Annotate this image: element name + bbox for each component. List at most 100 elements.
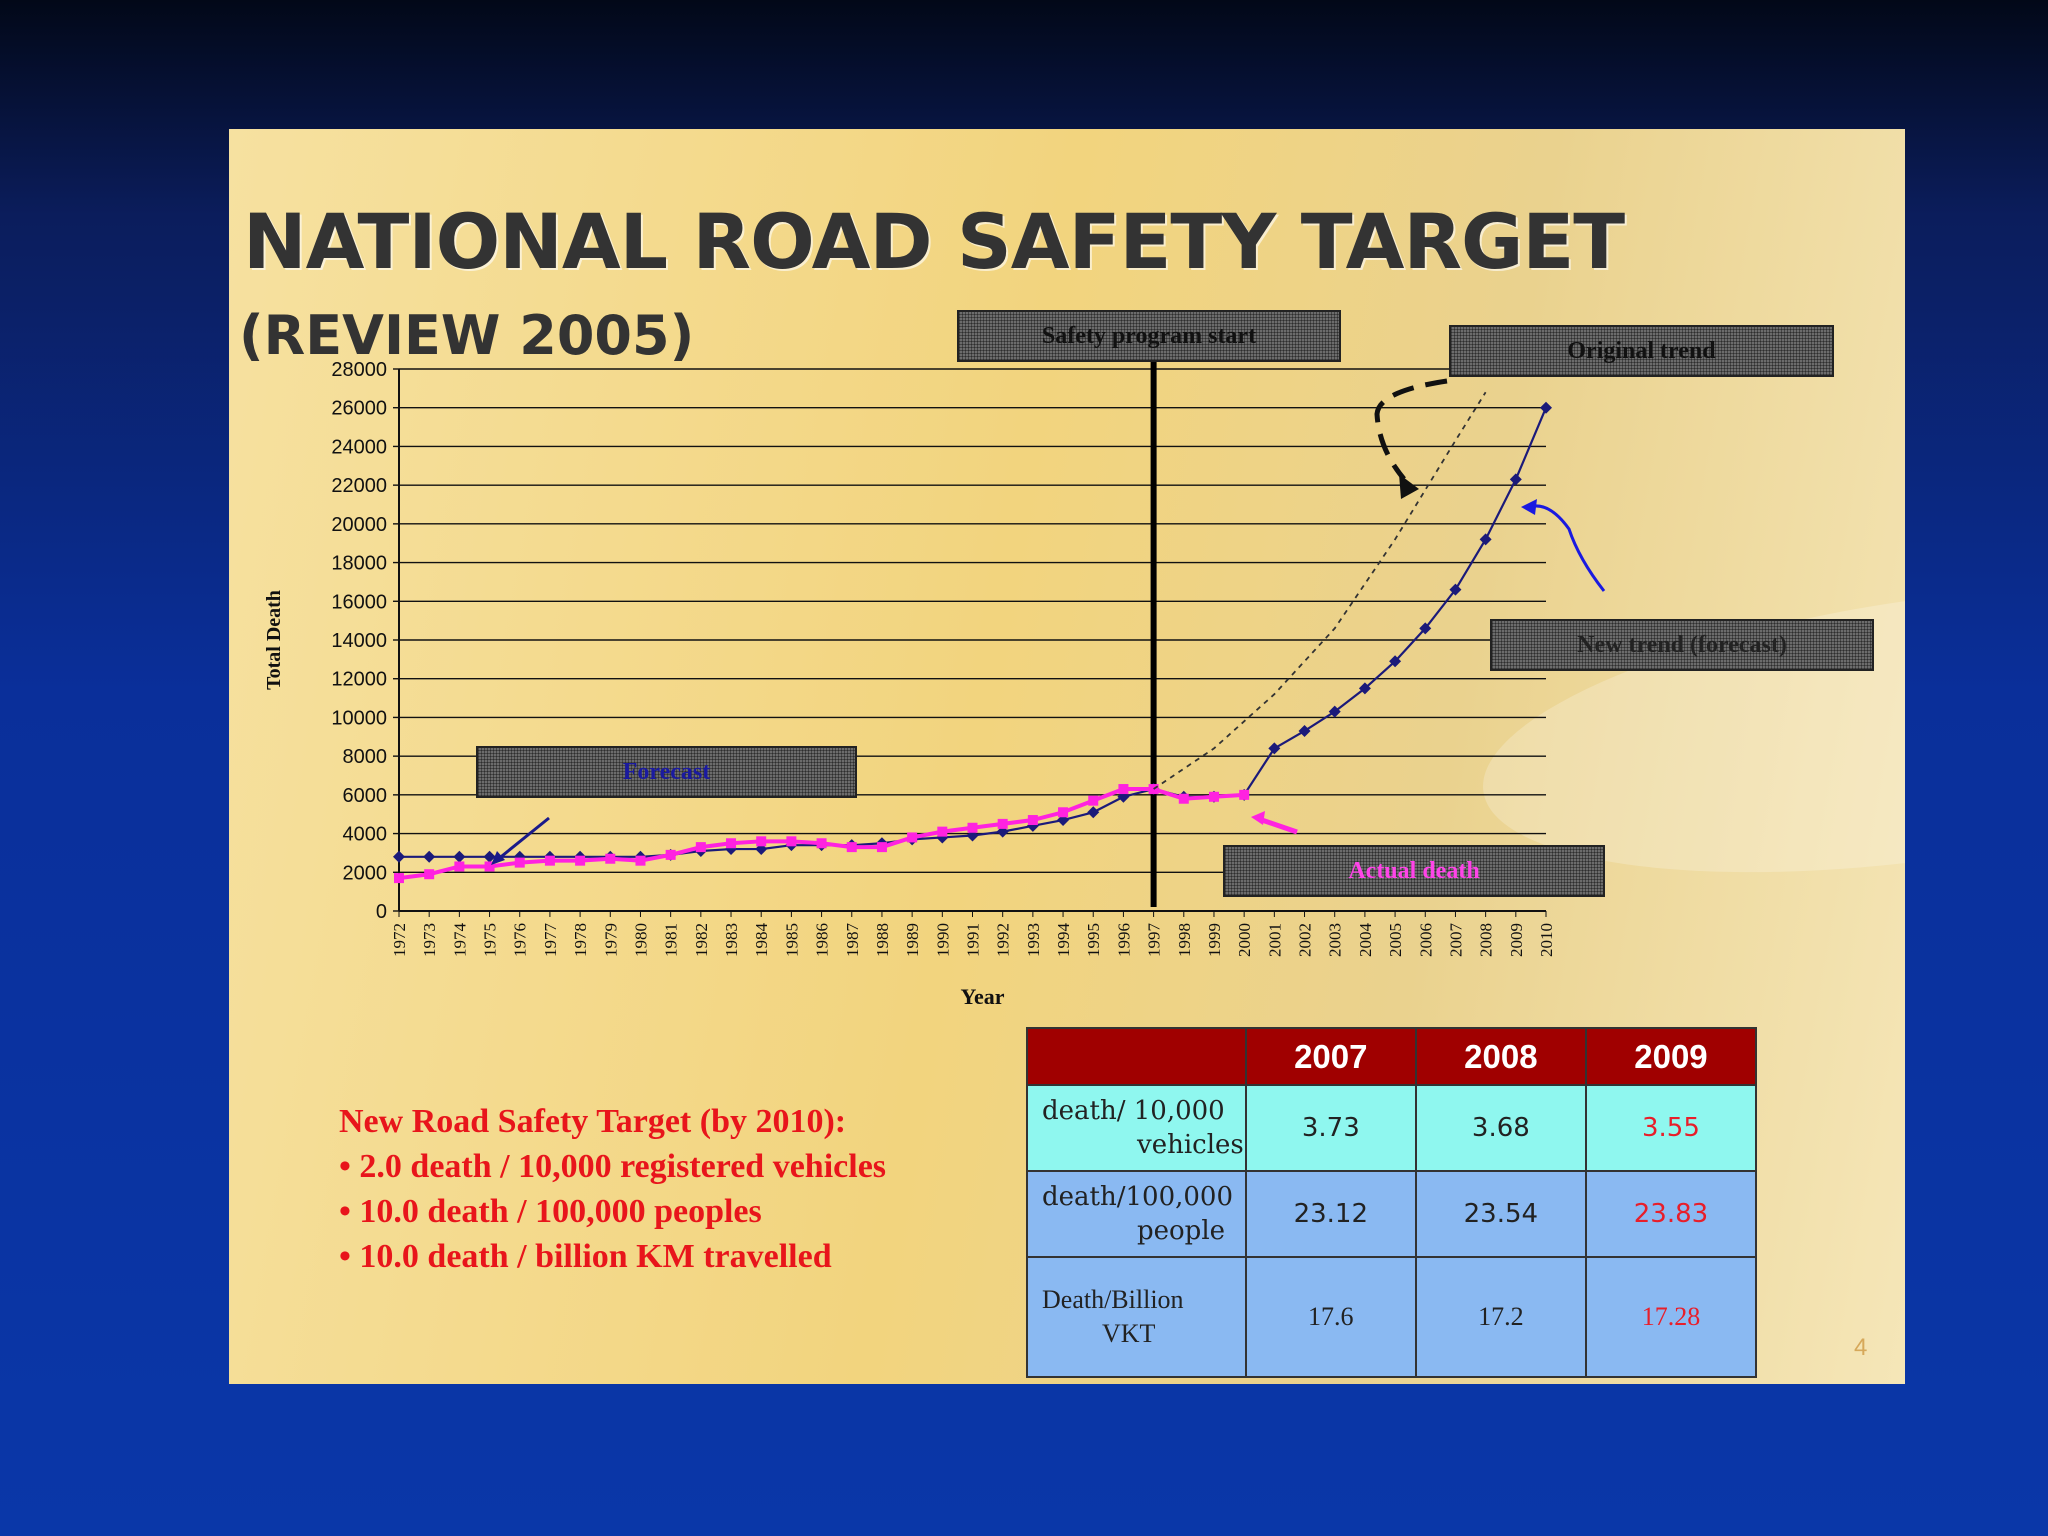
x-tick-label: 2002 — [1296, 923, 1315, 957]
row-label: death/100,000 people — [1026, 1170, 1247, 1258]
table-cell: 17.28 — [1584, 1256, 1758, 1378]
row-label: Death/Billion VKT — [1026, 1256, 1247, 1378]
data-point — [876, 842, 887, 853]
data-point — [1268, 742, 1281, 755]
target-heading: New Road Safety Target (by 2010): — [339, 1103, 847, 1140]
death-trend-chart: 0 2000 4000 6000 8000 10000 12000 14000 16000 180… — [263, 359, 1606, 1009]
arrow-head — [491, 851, 505, 865]
data-point — [1118, 784, 1129, 795]
y-tick-label: 24000 — [331, 436, 387, 458]
data-point — [695, 842, 706, 853]
callout-new-trend: New trend (forecast) — [1490, 619, 1874, 671]
data-point — [1509, 473, 1522, 486]
data-point — [726, 838, 737, 849]
x-tick-label: 1988 — [873, 923, 892, 957]
x-axis-title: Year — [961, 984, 1005, 1009]
x-tick-label: 1974 — [450, 923, 469, 958]
data-point — [1298, 724, 1311, 737]
x-tick-label: 1998 — [1175, 923, 1194, 957]
x-tick-label: 1994 — [1054, 923, 1073, 958]
table-cell: 23.12 — [1244, 1170, 1417, 1258]
x-tick-label: 1979 — [601, 923, 620, 957]
data-point — [635, 855, 646, 866]
death-rate-table: 2007 2008 2009 death/ 10,000 vehicles 3.7… — [1026, 1027, 1758, 1378]
data-point — [1419, 622, 1432, 635]
arrow-head — [1399, 474, 1419, 499]
y-tick-label: 12000 — [331, 669, 387, 691]
y-tick-label: 26000 — [331, 398, 387, 420]
table-header-row: 2007 2008 2009 — [1026, 1027, 1758, 1086]
x-tick-label: 1977 — [541, 923, 560, 958]
x-tick-label: 1999 — [1205, 923, 1224, 957]
data-point — [454, 861, 465, 872]
data-point — [665, 849, 676, 860]
slide: NATIONAL ROAD SAFETY TARGET (REVIEW 2005… — [229, 129, 1905, 1384]
x-tick-label: 2007 — [1446, 923, 1465, 958]
x-tick-label: 1972 — [390, 923, 409, 957]
x-tick-label: 1981 — [662, 923, 681, 957]
table-cell: 3.73 — [1244, 1084, 1417, 1172]
callout-forecast: Forecast — [476, 746, 857, 798]
y-tick-label: 8000 — [343, 746, 388, 768]
forecast-arrow — [496, 816, 550, 862]
table-row: death/ 10,000 vehicles 3.73 3.68 3.55 — [1026, 1084, 1758, 1172]
row-label-line: death/100,000 — [1042, 1182, 1234, 1212]
table-header-cell — [1026, 1027, 1247, 1086]
x-tick-label: 2008 — [1477, 923, 1496, 957]
road-safety-target: New Road Safety Target (by 2010): • 2.0 … — [339, 1099, 886, 1279]
x-tick-label: 1986 — [813, 923, 832, 957]
x-tick-label: 1978 — [571, 923, 590, 957]
table-cell: 23.54 — [1414, 1170, 1587, 1258]
target-item: • 10.0 death / 100,000 peoples — [339, 1193, 762, 1230]
y-tick-label: 20000 — [331, 514, 387, 536]
data-point — [393, 850, 405, 863]
y-tick-label: 22000 — [331, 475, 387, 497]
row-label-line: vehicles — [1137, 1130, 1244, 1160]
data-point — [575, 855, 586, 866]
target-item: • 10.0 death / billion KM travelled — [339, 1238, 832, 1275]
data-point — [514, 857, 525, 868]
data-point — [1148, 784, 1159, 795]
data-point — [394, 873, 404, 884]
data-point — [605, 853, 616, 864]
data-point — [1389, 655, 1402, 668]
data-point — [424, 869, 435, 880]
data-point — [997, 818, 1008, 829]
callout-original-trend: Original trend — [1449, 325, 1834, 377]
x-tick-label: 1991 — [964, 923, 983, 957]
data-point — [786, 836, 797, 847]
x-tick-label: 2010 — [1537, 923, 1556, 957]
data-point — [1328, 705, 1341, 718]
x-tick-label: 2000 — [1235, 923, 1254, 957]
y-tick-label: 14000 — [331, 630, 387, 652]
row-label-line: Death/Billion — [1042, 1285, 1184, 1314]
data-point — [846, 842, 857, 853]
x-tick-label: 1975 — [481, 923, 500, 957]
data-point — [1358, 682, 1371, 695]
x-tick-label: 1992 — [994, 923, 1013, 957]
callout-safety-program-start: Safety program start — [957, 310, 1341, 362]
x-tick-label: 1987 — [843, 923, 862, 958]
data-point — [1058, 807, 1069, 818]
actual-death-arrow — [1258, 816, 1298, 835]
slide-title: NATIONAL ROAD SAFETY TARGET — [243, 197, 1625, 286]
row-label-line: death/ 10,000 — [1042, 1096, 1225, 1126]
x-tick-label: 1990 — [933, 923, 952, 957]
data-point — [453, 850, 466, 863]
x-tick-label: 1997 — [1145, 923, 1164, 958]
data-point — [1178, 793, 1189, 804]
table-header-cell: 2007 — [1244, 1027, 1417, 1086]
table-header-cell: 2009 — [1584, 1027, 1758, 1086]
data-point — [967, 822, 978, 833]
x-tick-label: 1989 — [903, 923, 922, 957]
data-point — [1479, 533, 1492, 546]
x-tick-label: 1973 — [420, 923, 439, 957]
data-point — [937, 826, 948, 837]
x-tick-label: 2005 — [1386, 923, 1405, 957]
data-point — [423, 850, 436, 863]
arrow-head — [1251, 811, 1265, 825]
y-tick-label: 0 — [376, 901, 387, 923]
x-tick-label: 2001 — [1265, 923, 1284, 957]
y-tick-label: 6000 — [343, 785, 388, 807]
table-cell: 17.2 — [1414, 1256, 1587, 1378]
